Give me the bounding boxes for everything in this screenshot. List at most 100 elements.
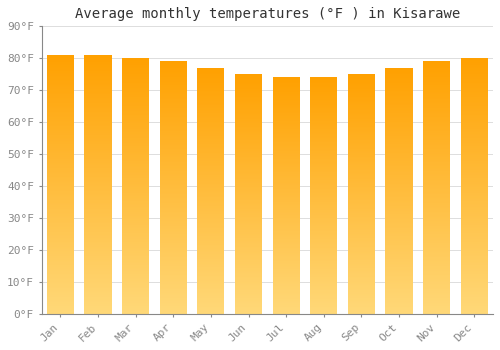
Bar [122,193,149,194]
Bar [198,110,224,111]
Bar [235,266,262,267]
Bar [460,304,488,305]
Bar [348,230,375,231]
Bar [160,80,187,82]
Bar [160,104,187,106]
Bar [386,292,412,293]
Bar [198,140,224,142]
Bar [272,141,299,142]
Bar [423,245,450,246]
Bar [272,95,299,96]
Bar [310,233,338,235]
Bar [235,119,262,120]
Bar [272,232,299,233]
Bar [272,288,299,289]
Bar [460,111,488,112]
Bar [460,158,488,159]
Bar [460,291,488,292]
Bar [348,218,375,219]
Bar [84,126,112,127]
Bar [198,121,224,122]
Bar [272,303,299,304]
Bar [423,252,450,253]
Bar [160,154,187,155]
Bar [348,310,375,312]
Bar [235,300,262,301]
Bar [160,193,187,194]
Bar [198,137,224,138]
Bar [122,298,149,299]
Bar [122,299,149,300]
Bar [460,235,488,236]
Bar [460,76,488,77]
Bar [235,117,262,119]
Bar [310,139,338,140]
Bar [348,286,375,288]
Bar [386,306,412,307]
Bar [310,270,338,272]
Bar [460,175,488,176]
Bar [386,99,412,100]
Bar [198,287,224,288]
Bar [47,65,74,67]
Bar [84,190,112,191]
Bar [47,214,74,216]
Bar [310,172,338,173]
Bar [348,111,375,113]
Bar [122,191,149,193]
Bar [310,299,338,300]
Bar [198,308,224,309]
Bar [460,267,488,268]
Bar [160,103,187,104]
Bar [423,293,450,294]
Bar [198,283,224,285]
Bar [272,167,299,168]
Bar [47,86,74,88]
Bar [198,86,224,88]
Bar [272,205,299,206]
Bar [348,76,375,77]
Bar [348,96,375,97]
Bar [235,155,262,156]
Bar [310,206,338,208]
Bar [198,230,224,232]
Bar [84,172,112,173]
Bar [122,253,149,254]
Bar [235,169,262,170]
Bar [160,169,187,170]
Bar [423,289,450,290]
Bar [235,126,262,127]
Bar [84,153,112,155]
Bar [386,68,412,69]
Bar [235,297,262,299]
Bar [47,174,74,175]
Bar [386,280,412,281]
Bar [122,155,149,157]
Bar [84,273,112,274]
Bar [47,217,74,218]
Bar [460,100,488,102]
Bar [84,85,112,86]
Bar [84,125,112,126]
Bar [272,252,299,254]
Bar [423,137,450,139]
Bar [423,190,450,191]
Bar [272,140,299,141]
Bar [386,232,412,233]
Bar [348,278,375,279]
Bar [310,267,338,268]
Bar [84,218,112,219]
Bar [310,273,338,274]
Bar [160,137,187,139]
Bar [348,260,375,261]
Bar [84,301,112,302]
Bar [47,205,74,206]
Bar [235,163,262,164]
Bar [310,131,338,132]
Bar [386,180,412,181]
Bar [272,198,299,199]
Bar [122,241,149,243]
Bar [235,302,262,303]
Bar [423,100,450,102]
Bar [235,124,262,125]
